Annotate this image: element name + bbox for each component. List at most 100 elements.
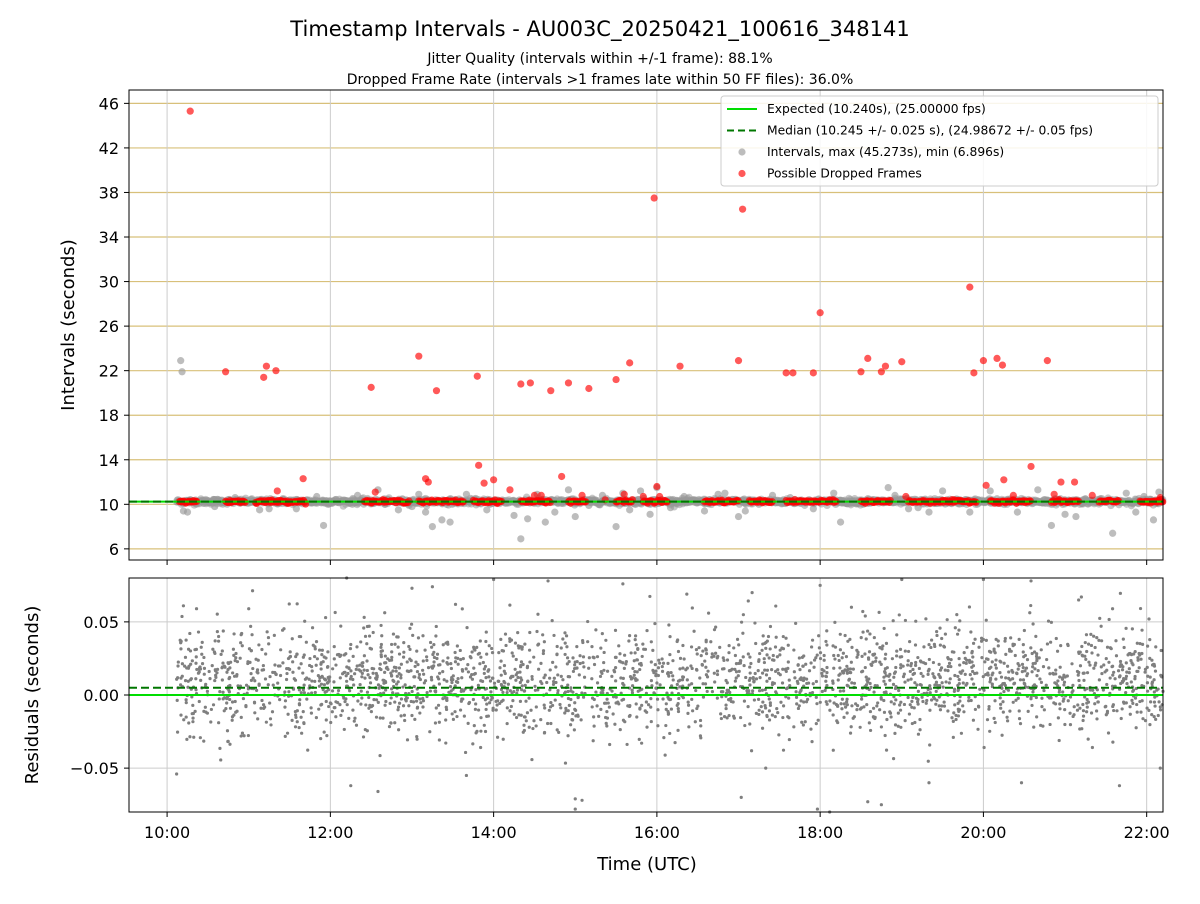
residual-point (1131, 627, 1134, 630)
residual-point (216, 630, 219, 633)
residual-point (363, 654, 366, 657)
residual-point (997, 644, 1000, 647)
residual-point (748, 683, 751, 686)
residual-point (815, 680, 818, 683)
residual-point (1086, 671, 1089, 674)
residual-point (527, 696, 530, 699)
residual-point (1018, 717, 1021, 720)
residual-point (541, 633, 544, 636)
residual-point (384, 654, 387, 657)
residual-point (284, 735, 287, 738)
residual-point (745, 689, 748, 692)
residual-point (311, 669, 314, 672)
residual-point (868, 650, 871, 653)
residual-point (1068, 712, 1071, 715)
dropped-frame-point (187, 108, 194, 115)
residual-point (592, 656, 595, 659)
residual-point (965, 646, 968, 649)
residual-point (200, 646, 203, 649)
residual-point (738, 670, 741, 673)
residual-point (1002, 711, 1005, 714)
residual-point (746, 705, 749, 708)
residual-point (1122, 638, 1125, 641)
residual-point (1040, 681, 1043, 684)
residual-point (817, 719, 820, 722)
residual-point (556, 645, 559, 648)
residual-point (321, 649, 324, 652)
residual-point (892, 757, 895, 760)
residual-point (878, 708, 881, 711)
residual-point (993, 699, 996, 702)
residual-point (545, 681, 548, 684)
residual-point (706, 690, 709, 693)
residual-point (200, 653, 203, 656)
residual-point (907, 650, 910, 653)
residual-point (427, 666, 430, 669)
residual-point (528, 649, 531, 652)
residual-point (713, 680, 716, 683)
residual-point (406, 660, 409, 663)
interval-point (810, 505, 817, 512)
residual-point (560, 646, 563, 649)
residual-point (226, 729, 229, 732)
residual-point (370, 710, 373, 713)
residual-point (267, 636, 270, 639)
residual-point (347, 659, 350, 662)
residual-point (461, 669, 464, 672)
residual-point (636, 658, 639, 661)
residual-point (1062, 697, 1065, 700)
dropped-frame-point (783, 369, 790, 376)
residual-point (676, 683, 679, 686)
residual-point (346, 703, 349, 706)
residual-point (699, 724, 702, 727)
residual-point (296, 720, 299, 723)
residual-point (223, 709, 226, 712)
residual-point (319, 737, 322, 740)
residual-point (474, 702, 477, 705)
residual-point (1094, 661, 1097, 664)
residual-point (952, 736, 955, 739)
residual-point (865, 703, 868, 706)
dropped-frame-point (433, 387, 440, 394)
residual-point (1154, 645, 1157, 648)
residual-point (842, 671, 845, 674)
residual-point (296, 709, 299, 712)
residual-point (1083, 672, 1086, 675)
residual-point (1119, 682, 1122, 685)
residual-point (875, 704, 878, 707)
residual-point (960, 732, 963, 735)
interval-point (925, 509, 932, 516)
residual-point (661, 697, 664, 700)
residual-point (241, 732, 244, 735)
residual-point (1146, 706, 1149, 709)
residual-point (1122, 701, 1125, 704)
residual-point (634, 651, 637, 654)
residual-point (506, 706, 509, 709)
residual-point (904, 649, 907, 652)
dropped-frame-point (1051, 491, 1058, 498)
interval-point (178, 368, 185, 375)
intervals-y-tick-label: 38 (99, 183, 119, 202)
legend-point-swatch (738, 148, 745, 155)
interval-point (885, 484, 892, 491)
residual-point (375, 716, 378, 719)
residual-point (511, 651, 514, 654)
intervals-y-tick-label: 46 (99, 94, 119, 113)
residual-point (927, 669, 930, 672)
dropped-frame-point (527, 379, 534, 386)
residual-point (510, 675, 513, 678)
residual-point (571, 712, 574, 715)
residual-point (624, 662, 627, 665)
residual-point (974, 708, 977, 711)
residual-point (765, 653, 768, 656)
residual-point (593, 724, 596, 727)
residual-point (922, 645, 925, 648)
residual-point (401, 685, 404, 688)
residual-point (929, 691, 932, 694)
residual-point (946, 669, 949, 672)
residual-point (1002, 690, 1005, 693)
residual-point (1045, 684, 1048, 687)
residual-point (218, 747, 221, 750)
interval-point (830, 490, 837, 497)
interval-point (939, 487, 946, 494)
